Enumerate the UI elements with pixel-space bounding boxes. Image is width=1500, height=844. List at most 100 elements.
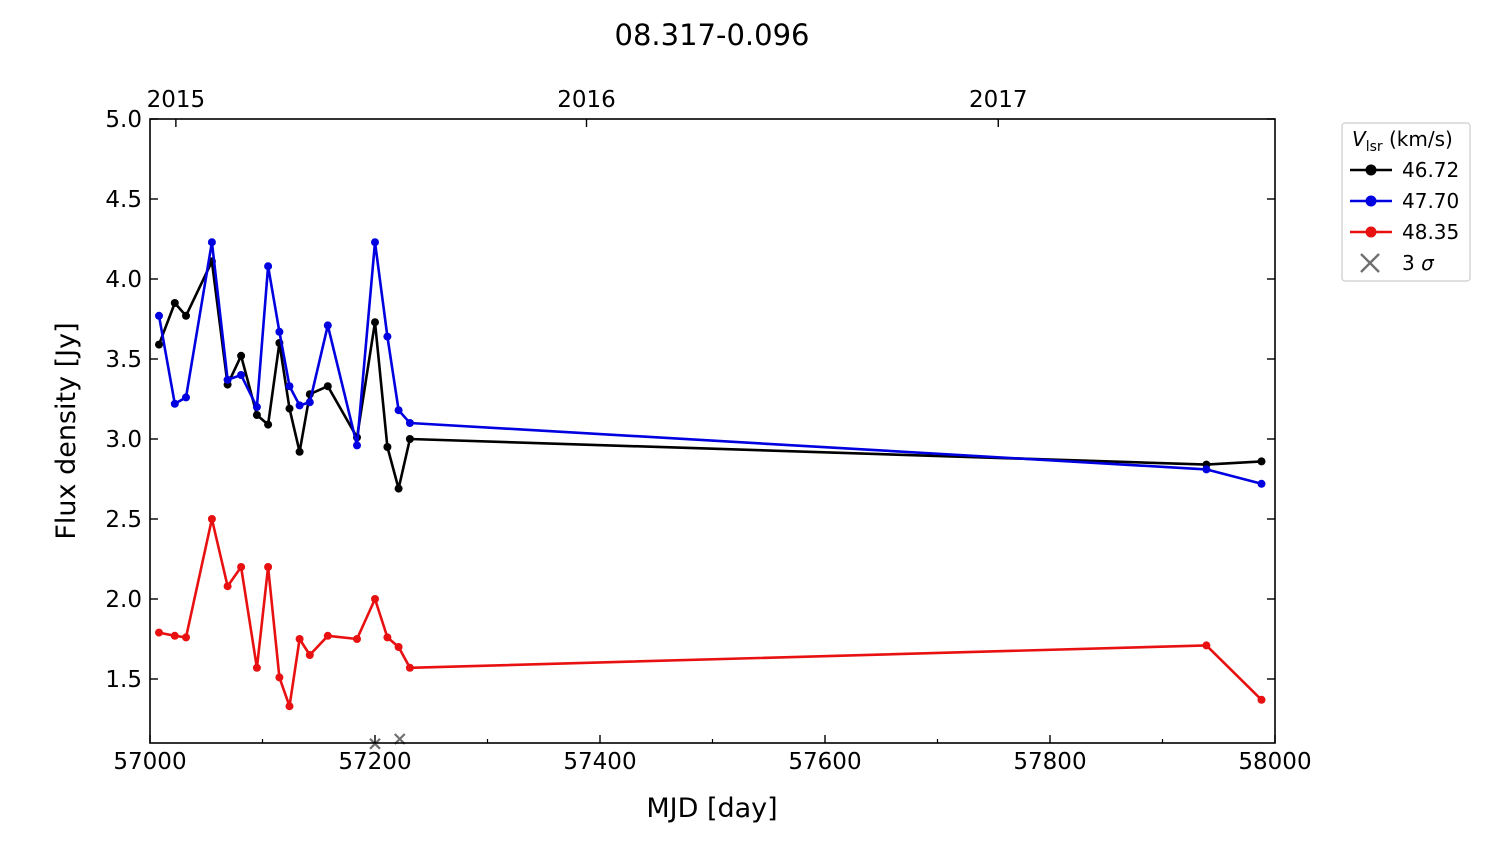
series-line xyxy=(158,517,1263,708)
legend-entry-sigma: 3 σ xyxy=(1360,251,1435,275)
legend-sigma-prefix: 3 xyxy=(1402,251,1421,275)
data-point xyxy=(182,311,190,320)
data-point xyxy=(405,663,414,672)
data-point xyxy=(155,628,163,637)
y-tick-label: 5.0 xyxy=(105,107,142,133)
legend-label: 48.35 xyxy=(1402,220,1459,244)
data-point xyxy=(264,563,273,571)
y-axis-title: Flux density [Jy] xyxy=(51,322,82,539)
data-point xyxy=(275,673,284,682)
legend-box xyxy=(1341,122,1471,282)
legend-title-sub: lsr xyxy=(1366,139,1383,155)
data-point xyxy=(1202,465,1211,474)
data-point xyxy=(155,311,163,320)
top-year-axis: 2015 2016 2017 xyxy=(147,87,1028,127)
data-point xyxy=(237,563,246,571)
data-point xyxy=(383,332,392,341)
legend-label: 47.70 xyxy=(1402,189,1459,213)
legend-sigma-x-icon xyxy=(1360,253,1380,273)
data-point xyxy=(1257,695,1266,704)
data-point xyxy=(394,406,403,415)
y-tick-label: 1.5 xyxy=(105,667,142,693)
legend-sigma-symbol: σ xyxy=(1421,251,1435,275)
top-tick-label: 2016 xyxy=(557,87,616,113)
data-point xyxy=(182,633,190,642)
data-point xyxy=(295,447,304,456)
data-point xyxy=(1202,641,1211,650)
data-point xyxy=(264,420,273,429)
top-tick-label: 2017 xyxy=(969,87,1028,113)
data-point xyxy=(405,435,414,443)
y-tick-label: 4.5 xyxy=(105,187,142,213)
legend-sigma-label: 3 σ xyxy=(1402,251,1435,275)
data-point xyxy=(264,262,273,271)
y-tick-label: 3.0 xyxy=(105,427,142,453)
x-tick-label: 57800 xyxy=(1013,749,1086,775)
data-point xyxy=(170,631,179,640)
x-axis: 57000 57200 57400 57600 57800 58000 xyxy=(113,735,1312,775)
data-point xyxy=(285,404,294,413)
legend-title-unit: (km/s) xyxy=(1383,127,1453,151)
x-tick-label: 58000 xyxy=(1238,749,1311,775)
y-tick-label: 4.0 xyxy=(105,267,142,293)
data-point xyxy=(252,663,261,672)
legend-entry: 46.72 xyxy=(1350,158,1459,182)
data-point xyxy=(353,635,361,643)
data-point xyxy=(353,441,361,450)
data-point xyxy=(323,382,332,391)
data-point xyxy=(295,401,304,410)
data-point xyxy=(223,375,232,384)
legend-swatch-marker xyxy=(1365,164,1377,176)
data-point xyxy=(223,582,232,591)
legend-entry: 48.35 xyxy=(1350,220,1459,244)
data-point xyxy=(237,371,246,379)
series-2 xyxy=(155,238,1266,488)
data-point xyxy=(155,340,163,349)
x-tick-label: 57400 xyxy=(563,749,636,775)
legend-swatch-marker xyxy=(1365,195,1377,207)
data-point xyxy=(252,403,261,411)
y-tick-label: 2.5 xyxy=(105,507,142,533)
data-point xyxy=(237,351,246,360)
x-tick-label: 57200 xyxy=(338,749,411,775)
data-point xyxy=(383,633,392,642)
data-point xyxy=(405,419,414,427)
series-line xyxy=(157,260,1262,490)
legend-title: Vlsr (km/s) xyxy=(1352,127,1453,155)
data-point xyxy=(394,643,403,651)
data-point xyxy=(295,635,304,643)
data-point xyxy=(170,299,179,307)
y-axis: 1.5 2.0 2.5 3.0 3.5 4.0 4.5 5.0 xyxy=(105,107,1275,693)
y-tick-label: 3.5 xyxy=(105,347,142,373)
data-point xyxy=(207,515,216,523)
data-point xyxy=(285,702,294,711)
data-point xyxy=(207,238,216,247)
data-point xyxy=(252,411,261,419)
data-point xyxy=(1257,479,1266,488)
data-point xyxy=(170,399,179,408)
series-line xyxy=(157,240,1262,486)
x-tick-label: 57600 xyxy=(788,749,861,775)
data-point xyxy=(182,393,190,402)
data-point xyxy=(371,238,379,247)
x-axis-title: MJD [day] xyxy=(646,793,777,824)
series-3 xyxy=(155,515,1266,711)
data-point xyxy=(371,595,379,603)
y-tick-label: 2.0 xyxy=(105,587,142,613)
series-layer xyxy=(155,238,1266,711)
x-tick-label: 57000 xyxy=(113,749,186,775)
data-point xyxy=(394,484,403,493)
data-point xyxy=(323,321,332,330)
data-point xyxy=(323,631,332,640)
legend-label: 46.72 xyxy=(1402,158,1459,182)
legend-swatch-marker xyxy=(1365,226,1377,238)
top-tick-label: 2015 xyxy=(147,87,206,113)
series-1 xyxy=(155,257,1266,493)
data-point xyxy=(383,443,392,451)
data-point xyxy=(371,318,379,327)
legend-entry: 47.70 xyxy=(1350,189,1459,213)
data-point xyxy=(275,327,284,336)
legend-entries: 46.72 47.70 48.35 xyxy=(1350,158,1459,244)
data-point xyxy=(1257,457,1266,466)
